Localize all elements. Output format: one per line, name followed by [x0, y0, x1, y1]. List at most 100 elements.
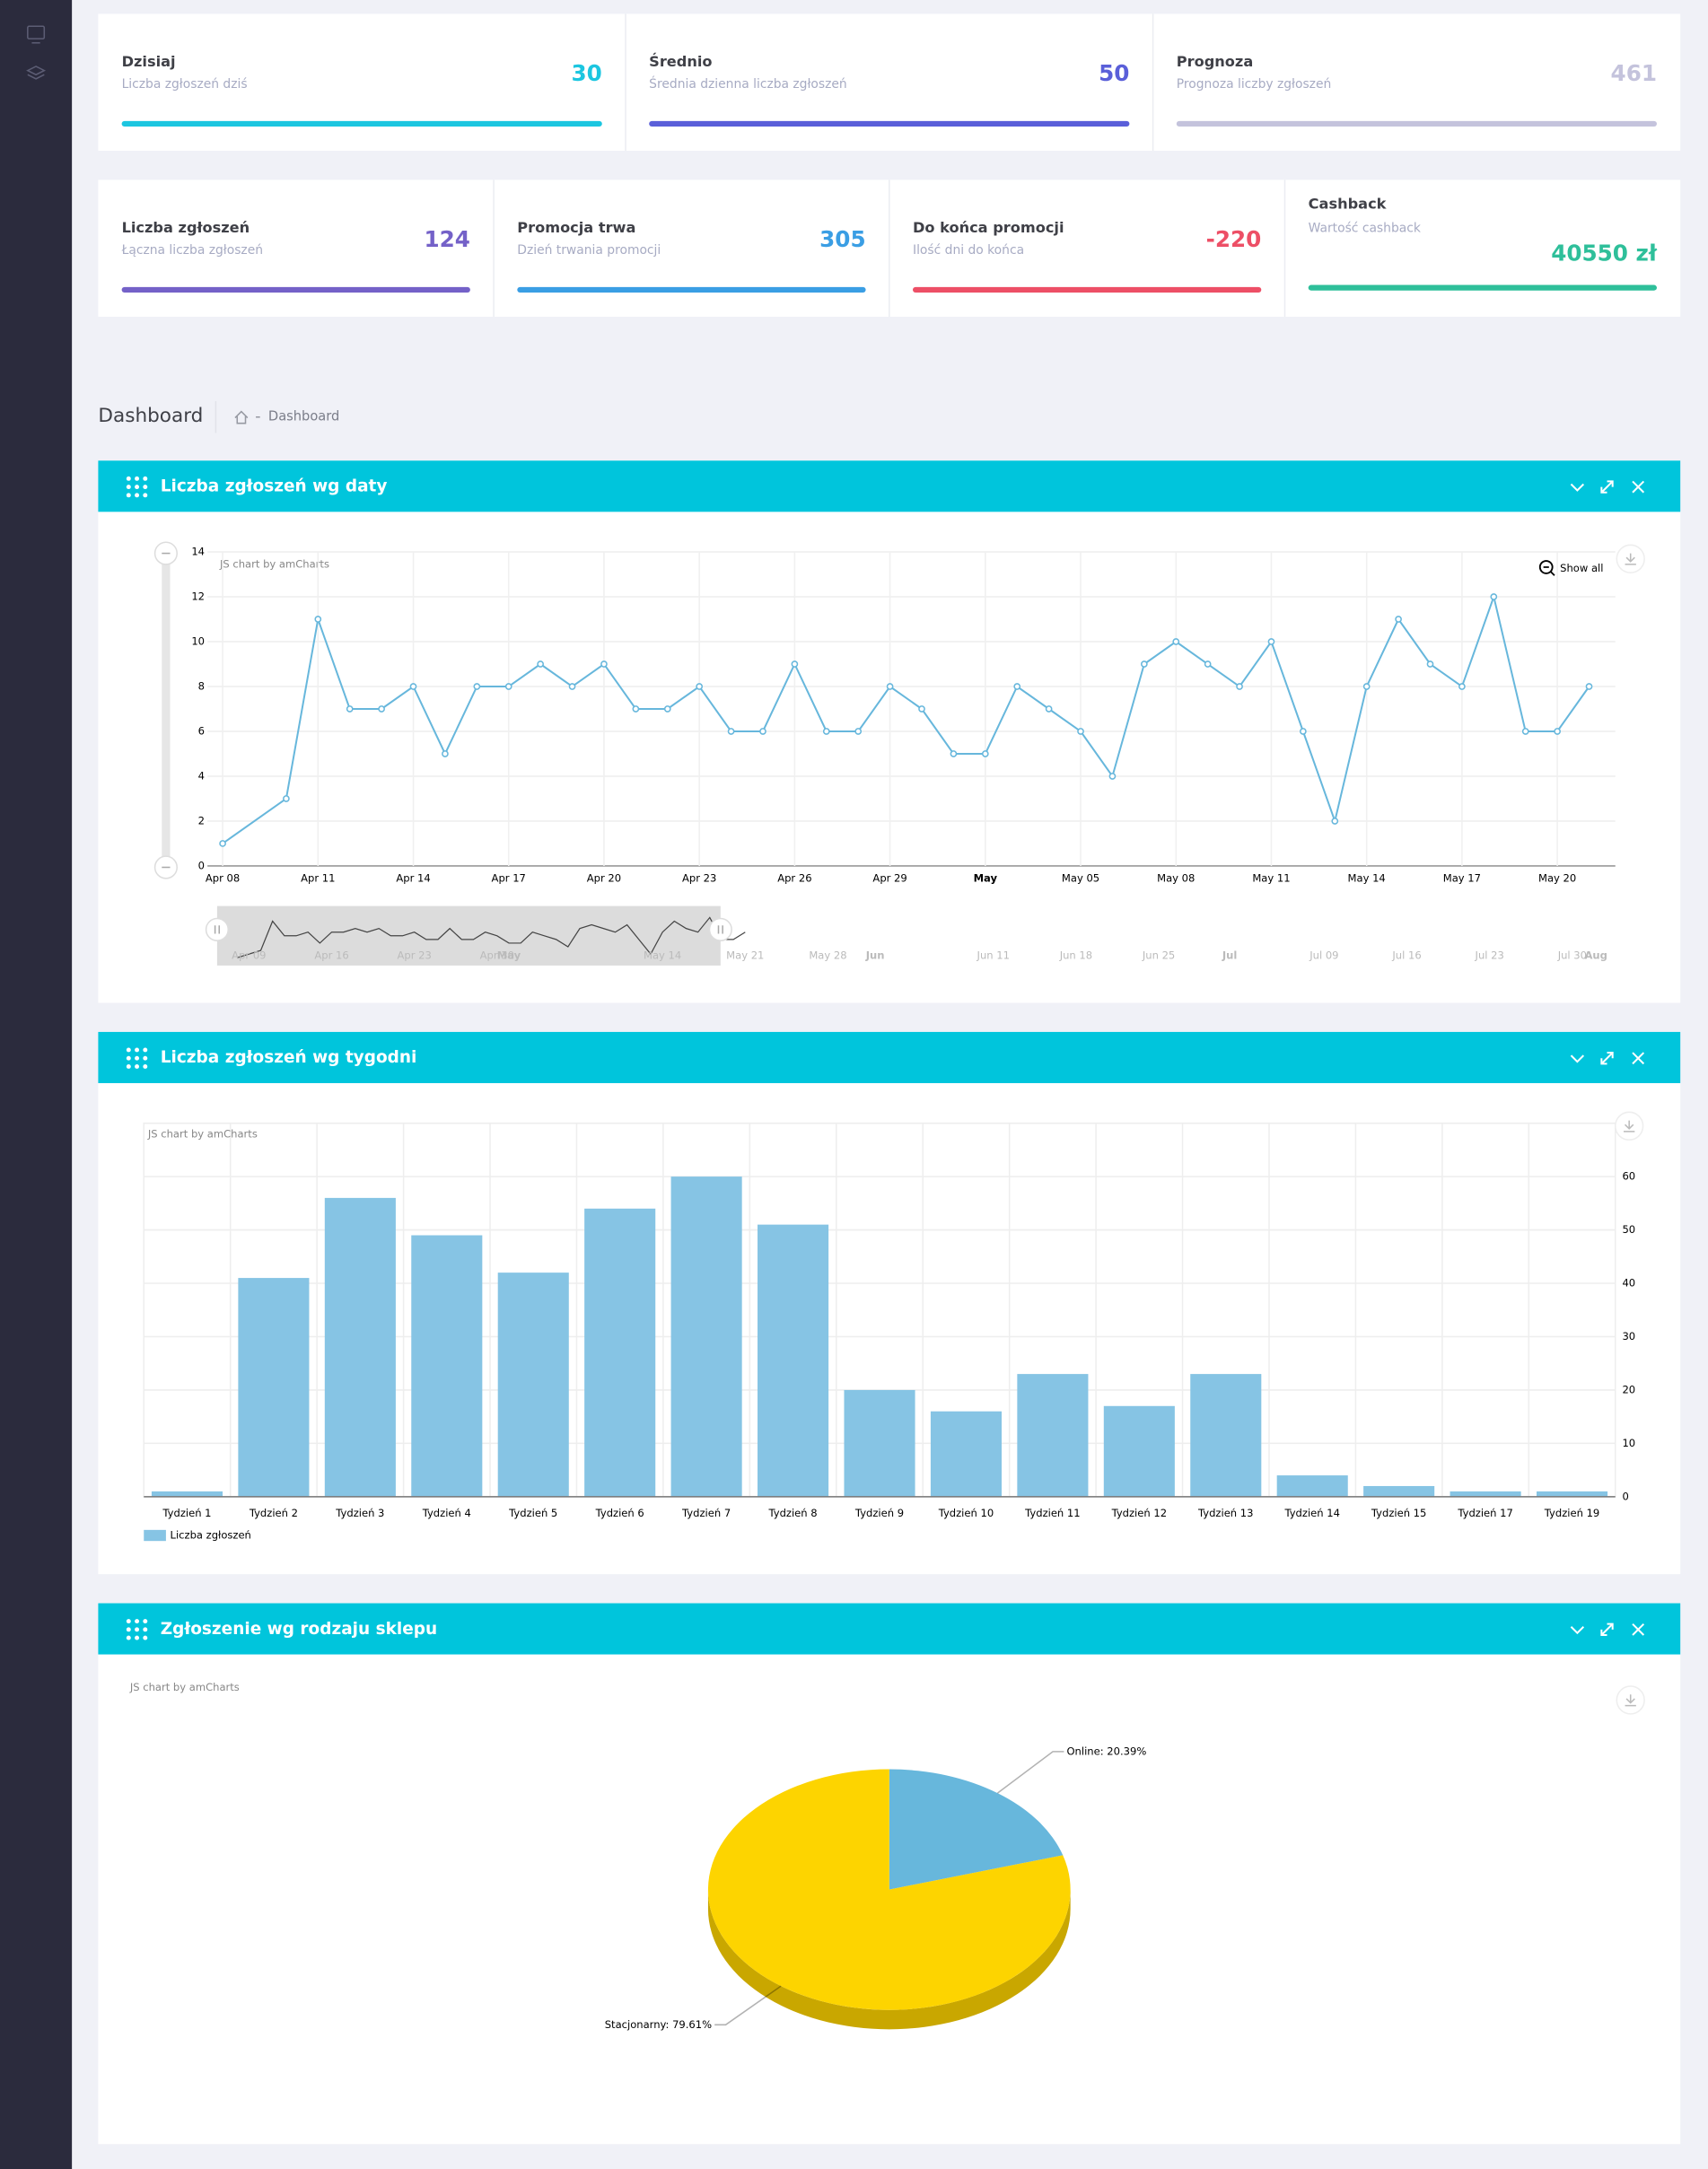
grip-dot[interactable]	[143, 1047, 148, 1053]
grip-dot[interactable]	[135, 1047, 140, 1053]
grip-dot[interactable]	[143, 1619, 148, 1624]
card-subtitle: Łączna liczba zgłoszeń	[121, 243, 263, 258]
grip-dot[interactable]	[126, 1619, 131, 1624]
breadcrumb-link[interactable]: Dashboard	[268, 409, 339, 424]
bar	[1190, 1374, 1262, 1497]
home-icon[interactable]	[234, 410, 249, 424]
card-subtitle: Wartość cashback	[1309, 221, 1421, 235]
grip-dot[interactable]	[135, 1627, 140, 1632]
grip-dot[interactable]	[135, 1055, 140, 1061]
card-title: Do końca promocji	[913, 219, 1064, 236]
label-line	[996, 1751, 1064, 1794]
card-subtitle: Ilość dni do końca	[913, 243, 1024, 258]
panel-title: Zgłoszenie wg rodzaju sklepu	[161, 1620, 437, 1639]
stats-card-row	[98, 13, 1681, 152]
card-progress	[1308, 284, 1657, 291]
zoom-icon[interactable]	[1538, 560, 1554, 574]
data-point	[1458, 683, 1466, 690]
legend-swatch[interactable]	[144, 1529, 166, 1542]
data-point	[854, 728, 863, 735]
grip-dot[interactable]	[143, 1635, 148, 1640]
grip-dot[interactable]	[143, 485, 148, 490]
x-tick-label: May 17	[1443, 871, 1481, 884]
card-value: 50	[1099, 60, 1129, 86]
grip-dot[interactable]	[126, 1063, 131, 1069]
x-tick-label: Tydzień 9	[854, 1507, 904, 1519]
collapse-icon[interactable]	[1570, 1054, 1585, 1063]
grip-dot[interactable]	[126, 493, 131, 498]
monitor-icon[interactable]	[27, 25, 46, 39]
bar	[1536, 1491, 1608, 1497]
close-icon[interactable]	[1632, 1622, 1645, 1636]
pie-slice[interactable]	[707, 1769, 1071, 2010]
pie-slice[interactable]	[889, 1769, 1064, 1890]
grip-dot[interactable]	[143, 1063, 148, 1069]
y-tick-label: 8	[198, 680, 205, 693]
card-title: Prognoza	[1177, 53, 1253, 70]
navigator-handle[interactable]	[205, 917, 230, 941]
grip-dot[interactable]	[126, 1047, 131, 1053]
sidebar-icons	[26, 25, 47, 80]
navigator-label: Aug	[1584, 949, 1607, 962]
data-point	[1172, 638, 1180, 645]
panel-header	[98, 1603, 1681, 1655]
grip-dot[interactable]	[126, 476, 131, 481]
data-point	[568, 683, 576, 690]
grip-dot[interactable]	[126, 1627, 131, 1632]
grip-dot[interactable]	[143, 1055, 148, 1061]
expand-icon[interactable]	[1600, 480, 1614, 494]
navigator-label: May 14	[644, 949, 681, 962]
data-point	[822, 728, 830, 735]
collapse-icon[interactable]	[1570, 483, 1585, 492]
collapse-icon[interactable]	[1570, 1626, 1585, 1635]
x-tick-label: Tydzień 13	[1197, 1507, 1253, 1519]
x-tick-label: May 08	[1157, 871, 1195, 884]
data-point	[314, 616, 322, 623]
grip-dot[interactable]	[143, 476, 148, 481]
bar	[584, 1208, 656, 1497]
x-tick-label: Apr 17	[492, 871, 526, 884]
data-point	[759, 728, 766, 735]
grip-dot[interactable]	[126, 1635, 131, 1640]
grip-dot[interactable]	[126, 1055, 131, 1061]
x-tick-label: Tydzień 7	[681, 1507, 731, 1519]
data-point	[1490, 593, 1498, 600]
x-tick-label: Tydzień 2	[249, 1507, 298, 1519]
grip-dot[interactable]	[126, 485, 131, 490]
x-tick-label: Apr 26	[777, 871, 811, 884]
data-point	[378, 705, 385, 713]
data-point	[1077, 728, 1084, 735]
legend-label[interactable]: Liczba zgłoszeń	[171, 1529, 251, 1542]
bar	[238, 1278, 310, 1497]
navigator-label: Jun	[865, 949, 885, 962]
grip-dot[interactable]	[135, 493, 140, 498]
x-tick-label: Apr 23	[682, 871, 716, 884]
close-icon[interactable]	[1632, 480, 1645, 494]
grip-dot[interactable]	[135, 485, 140, 490]
bar	[1276, 1475, 1348, 1497]
data-point	[950, 750, 958, 757]
panel-title: Liczba zgłoszeń wg daty	[161, 477, 388, 496]
navigator-selection[interactable]	[216, 905, 721, 966]
expand-icon[interactable]	[1600, 1052, 1614, 1065]
grip-dot[interactable]	[135, 1635, 140, 1640]
card-progress	[517, 286, 866, 293]
data-point	[1108, 773, 1117, 780]
close-icon[interactable]	[1632, 1052, 1645, 1065]
card-subtitle: Średnia dzienna liczba zgłoszeń	[649, 75, 847, 92]
panel-header	[98, 460, 1681, 512]
y-tick-label: 10	[1622, 1437, 1635, 1449]
grip-dot[interactable]	[135, 1619, 140, 1624]
panel-title: Liczba zgłoszeń wg tygodni	[161, 1048, 417, 1067]
grip-dot[interactable]	[135, 1063, 140, 1069]
expand-icon[interactable]	[1600, 1622, 1614, 1637]
grip-dot[interactable]	[143, 493, 148, 498]
layers-icon[interactable]	[26, 66, 47, 80]
navigator-handle[interactable]	[708, 917, 732, 941]
data-point	[1013, 683, 1021, 690]
grip-dot[interactable]	[143, 1627, 148, 1632]
grip-dot[interactable]	[135, 476, 140, 481]
show-all-button[interactable]: Show all	[1560, 562, 1603, 574]
card-title: Promocja trwa	[517, 219, 635, 236]
navigator-label: Apr 16	[314, 949, 348, 962]
